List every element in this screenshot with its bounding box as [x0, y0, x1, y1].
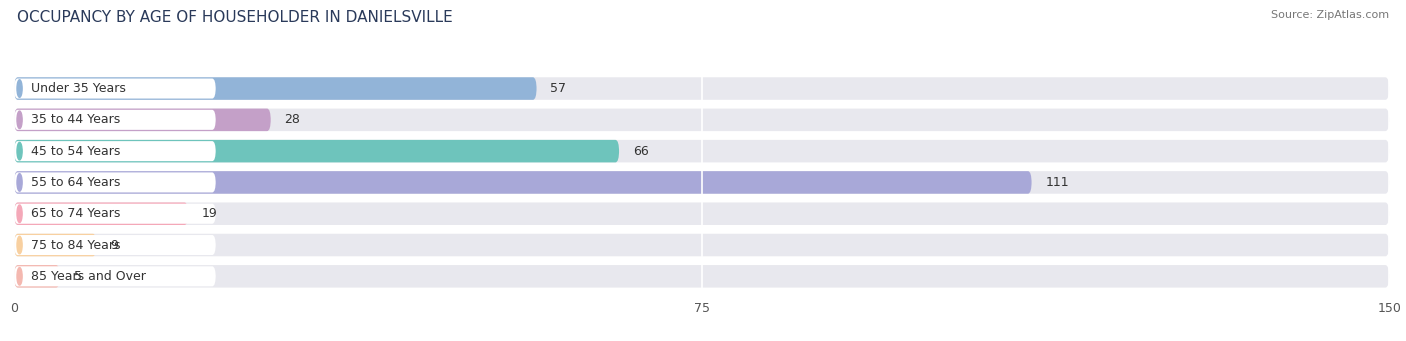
Circle shape	[17, 80, 22, 97]
FancyBboxPatch shape	[14, 265, 1389, 287]
Text: 111: 111	[1046, 176, 1069, 189]
FancyBboxPatch shape	[14, 78, 215, 99]
Text: 45 to 54 Years: 45 to 54 Years	[31, 145, 120, 158]
Text: 9: 9	[110, 239, 118, 252]
Text: Source: ZipAtlas.com: Source: ZipAtlas.com	[1271, 10, 1389, 20]
FancyBboxPatch shape	[14, 234, 1389, 256]
FancyBboxPatch shape	[14, 171, 1389, 194]
Text: 55 to 64 Years: 55 to 64 Years	[31, 176, 120, 189]
Text: 35 to 44 Years: 35 to 44 Years	[31, 113, 120, 126]
Circle shape	[17, 143, 22, 160]
Text: 65 to 74 Years: 65 to 74 Years	[31, 207, 120, 220]
Circle shape	[17, 268, 22, 285]
Text: 28: 28	[284, 113, 301, 126]
Text: 5: 5	[73, 270, 82, 283]
FancyBboxPatch shape	[14, 235, 215, 255]
FancyBboxPatch shape	[14, 171, 1032, 194]
Text: 85 Years and Over: 85 Years and Over	[31, 270, 145, 283]
FancyBboxPatch shape	[14, 141, 215, 161]
Text: 57: 57	[550, 82, 567, 95]
Text: 19: 19	[202, 207, 218, 220]
FancyBboxPatch shape	[14, 140, 619, 162]
FancyBboxPatch shape	[14, 108, 1389, 131]
FancyBboxPatch shape	[14, 204, 215, 224]
FancyBboxPatch shape	[14, 110, 215, 130]
Circle shape	[17, 111, 22, 129]
Text: OCCUPANCY BY AGE OF HOUSEHOLDER IN DANIELSVILLE: OCCUPANCY BY AGE OF HOUSEHOLDER IN DANIE…	[17, 10, 453, 25]
Circle shape	[17, 174, 22, 191]
FancyBboxPatch shape	[14, 203, 1389, 225]
FancyBboxPatch shape	[14, 140, 1389, 162]
Text: 75 to 84 Years: 75 to 84 Years	[31, 239, 120, 252]
FancyBboxPatch shape	[14, 266, 215, 286]
FancyBboxPatch shape	[14, 173, 215, 192]
FancyBboxPatch shape	[14, 203, 188, 225]
FancyBboxPatch shape	[14, 265, 60, 287]
Text: Under 35 Years: Under 35 Years	[31, 82, 125, 95]
FancyBboxPatch shape	[14, 77, 537, 100]
Text: 66: 66	[633, 145, 648, 158]
Circle shape	[17, 205, 22, 222]
FancyBboxPatch shape	[14, 108, 271, 131]
FancyBboxPatch shape	[14, 234, 97, 256]
FancyBboxPatch shape	[14, 77, 1389, 100]
Circle shape	[17, 236, 22, 254]
